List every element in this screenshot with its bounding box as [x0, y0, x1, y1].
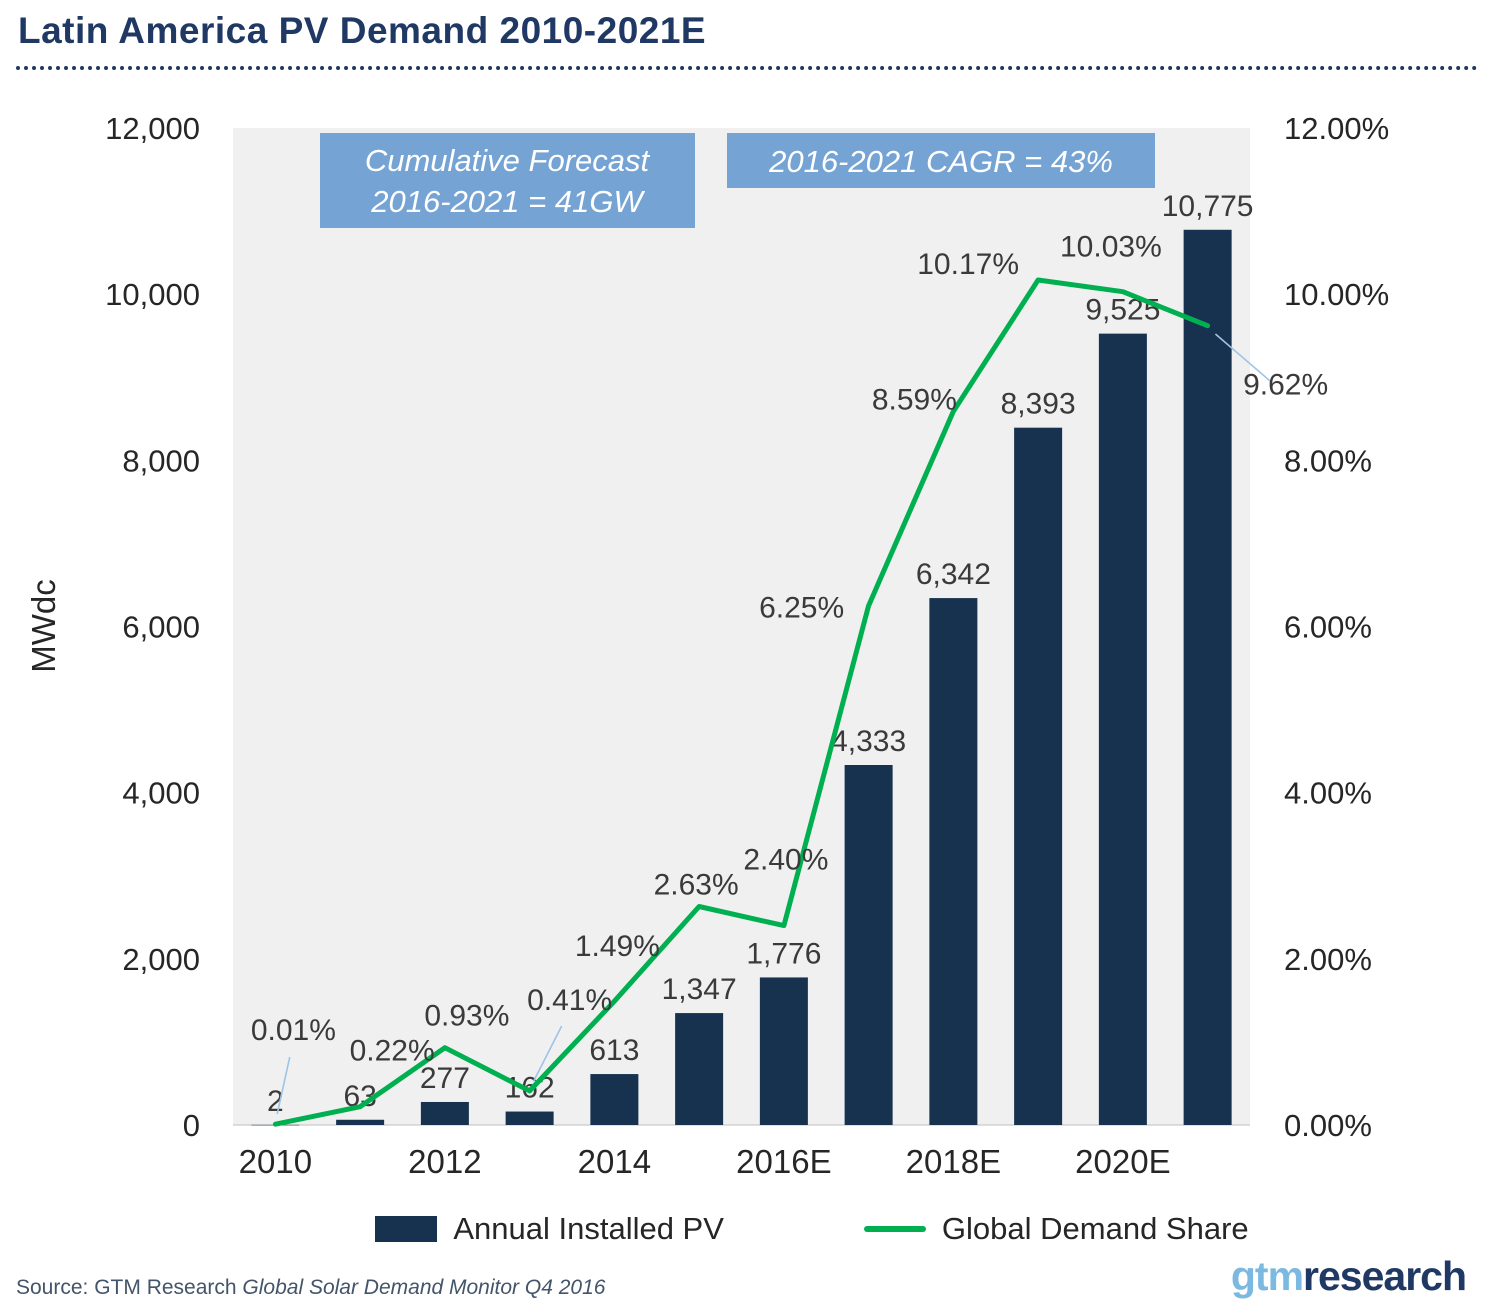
svg-text:10,000: 10,000 — [105, 277, 200, 312]
line-series-swatch — [863, 1226, 926, 1232]
svg-text:0.22%: 0.22% — [350, 1035, 435, 1068]
svg-text:2.40%: 2.40% — [743, 844, 828, 877]
svg-text:0.01%: 0.01% — [251, 1014, 336, 1047]
svg-text:MWdc: MWdc — [25, 579, 62, 673]
svg-text:6,000: 6,000 — [122, 610, 200, 645]
pv-demand-combo-chart: 12,000 10,000 8,000 6,000 4,000 2,000 0 12.00% 1… — [25, 111, 1389, 1180]
svg-text:8,393: 8,393 — [1001, 388, 1076, 421]
svg-text:9.62%: 9.62% — [1243, 369, 1328, 402]
gtm-research-logo: gtmresearch — [1230, 1253, 1467, 1300]
legend-label-line: Global Demand Share — [941, 1211, 1249, 1246]
logo-research-text: research — [1303, 1253, 1467, 1299]
svg-text:0: 0 — [183, 1108, 200, 1143]
svg-text:10.00%: 10.00% — [1284, 277, 1389, 312]
svg-text:2.00%: 2.00% — [1284, 942, 1372, 977]
svg-text:6.25%: 6.25% — [759, 592, 844, 625]
title-divider — [16, 66, 1478, 70]
svg-text:2018E: 2018E — [906, 1143, 1001, 1180]
legend: Annual Installed PV Global Demand Share — [0, 1211, 1494, 1247]
svg-text:12,000: 12,000 — [105, 111, 200, 146]
svg-text:1,776: 1,776 — [746, 937, 821, 970]
page-title: Latin America PV Demand 2010-2021E — [18, 10, 707, 51]
svg-text:6.00%: 6.00% — [1284, 610, 1372, 645]
svg-text:0.41%: 0.41% — [527, 984, 612, 1017]
legend-label-bars: Annual Installed PV — [453, 1211, 724, 1246]
svg-text:10.17%: 10.17% — [917, 248, 1019, 281]
svg-text:10,775: 10,775 — [1162, 190, 1254, 223]
svg-text:1,347: 1,347 — [662, 973, 737, 1006]
svg-text:0.93%: 0.93% — [424, 1000, 509, 1033]
source-prefix: Source: GTM Research — [16, 1276, 243, 1299]
svg-text:9,525: 9,525 — [1085, 294, 1160, 327]
svg-text:2020E: 2020E — [1075, 1143, 1170, 1180]
svg-text:613: 613 — [589, 1034, 639, 1067]
svg-text:2010: 2010 — [239, 1143, 312, 1180]
svg-text:8.59%: 8.59% — [872, 383, 957, 416]
svg-text:8.00%: 8.00% — [1284, 443, 1372, 478]
svg-text:2014: 2014 — [578, 1143, 651, 1180]
svg-text:12.00%: 12.00% — [1284, 111, 1389, 146]
legend-item-global-demand-share: Global Demand Share — [863, 1211, 1249, 1247]
svg-text:2016-2021 CAGR = 43%: 2016-2021 CAGR = 43% — [768, 144, 1113, 179]
svg-text:Cumulative Forecast: Cumulative Forecast — [365, 143, 651, 178]
svg-text:277: 277 — [420, 1062, 470, 1095]
svg-text:2016-2021 = 41GW: 2016-2021 = 41GW — [370, 184, 645, 219]
source-publication: Global Solar Demand Monitor Q4 2016 — [242, 1276, 606, 1299]
footer: Source: GTM Research Global Solar Demand… — [0, 1247, 1494, 1306]
svg-text:4.00%: 4.00% — [1284, 776, 1372, 811]
source-note: Source: GTM Research Global Solar Demand… — [16, 1276, 605, 1300]
svg-text:2,000: 2,000 — [122, 942, 200, 977]
svg-text:4,000: 4,000 — [122, 776, 200, 811]
svg-text:0.00%: 0.00% — [1284, 1108, 1372, 1143]
logo-gtm-text: gtm — [1230, 1253, 1304, 1299]
chart-header: Latin America PV Demand 2010-2021E — [0, 0, 1494, 52]
svg-text:2016E: 2016E — [736, 1143, 831, 1180]
chart-area: 12,000 10,000 8,000 6,000 4,000 2,000 0 12.00% 1… — [0, 70, 1494, 1195]
svg-text:8,000: 8,000 — [122, 443, 200, 478]
svg-text:10.03%: 10.03% — [1060, 231, 1162, 264]
svg-text:2.63%: 2.63% — [654, 868, 739, 901]
svg-text:2: 2 — [267, 1085, 284, 1118]
svg-text:4,333: 4,333 — [831, 725, 906, 758]
bar-series-swatch — [375, 1216, 438, 1242]
svg-text:6,342: 6,342 — [916, 558, 991, 591]
svg-text:2012: 2012 — [408, 1143, 481, 1180]
legend-item-annual-installed-pv: Annual Installed PV — [375, 1211, 724, 1247]
svg-text:1.49%: 1.49% — [575, 930, 660, 963]
